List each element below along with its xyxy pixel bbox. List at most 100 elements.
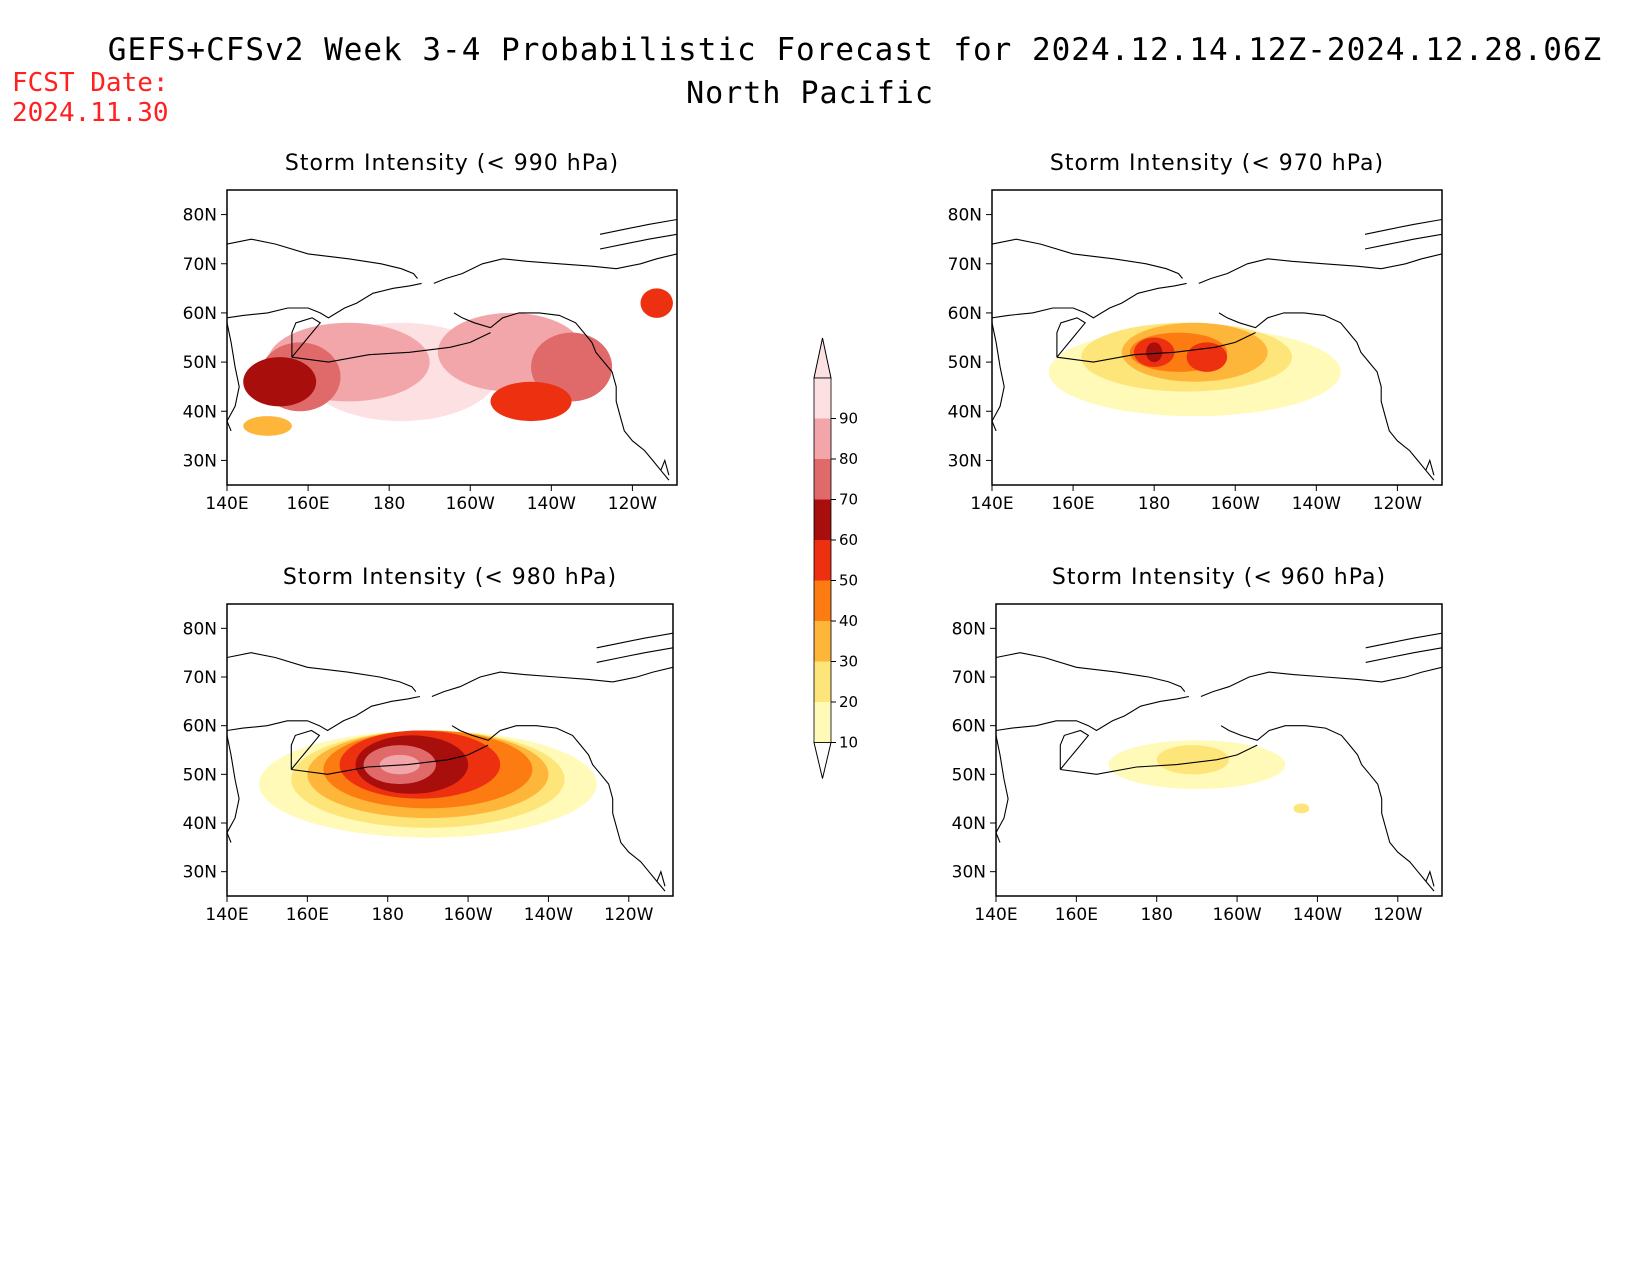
coastline: [1364, 233, 1442, 250]
probability-shading: [1108, 740, 1310, 814]
lat-tick-label: 60N: [183, 717, 217, 737]
panel-frame: [226, 189, 678, 486]
coastline: [433, 253, 677, 284]
map-panel-p990: Storm Intensity (< 990 hPa) 140E 160E 180 16…: [183, 151, 678, 514]
colorbar-swatch: [814, 459, 831, 500]
lon-tick-label: 180: [1140, 905, 1172, 925]
lat-tick-label: 40N: [183, 402, 217, 422]
colorbar: 10 20 30 40 50 60 70 80 90: [813, 337, 858, 779]
coastline: [996, 652, 1186, 692]
colorbar-label: 60: [839, 531, 858, 549]
colorbar-swatch: [814, 418, 831, 459]
coastline: [227, 735, 240, 843]
coastline: [451, 725, 666, 892]
lon-tick-label: 120W: [604, 905, 653, 925]
probability-shading: [1048, 322, 1341, 417]
coastline: [1056, 317, 1087, 358]
lat-tick-label: 80N: [948, 206, 982, 226]
lat-tick-label: 60N: [183, 304, 217, 324]
lat-tick-label: 30N: [183, 863, 217, 883]
lon-tick-label: 160E: [286, 905, 329, 925]
lon-tick-label: 120W: [1373, 494, 1422, 514]
lat-tick-label: 80N: [183, 206, 217, 226]
colorbar-lower-end: [813, 742, 832, 779]
panel-frame: [226, 603, 674, 897]
colorbar-swatch: [814, 499, 831, 540]
colorbar-upper-end: [813, 337, 832, 379]
colorbar-outline: [813, 377, 832, 743]
probability-contour: [1146, 342, 1163, 363]
coastline: [1365, 647, 1442, 663]
panel-title: Storm Intensity (< 980 hPa): [283, 565, 617, 590]
probability-contour: [640, 288, 673, 318]
lon-tick-label: 140W: [524, 905, 573, 925]
coastline: [227, 652, 417, 692]
coastline: [996, 695, 1190, 732]
lon-tick-label: 140W: [1293, 905, 1342, 925]
coastline: [660, 458, 670, 476]
colorbar-label: 50: [839, 572, 858, 590]
lat-tick-label: 30N: [183, 451, 217, 471]
lon-tick-label: 140E: [970, 494, 1013, 514]
lat-tick-label: 50N: [952, 765, 986, 785]
coastline-layer: [227, 218, 677, 481]
colorbar-label: 80: [839, 450, 858, 468]
coastline: [1200, 666, 1442, 698]
lat-tick-label: 70N: [183, 255, 217, 275]
lon-tick-label: 160W: [446, 494, 495, 514]
map-panel-p970: Storm Intensity (< 970 hPa) 140E 160E 180 16…: [948, 151, 1443, 514]
colorbar-label: 90: [839, 410, 858, 428]
colorbar-label: 10: [839, 734, 858, 752]
lat-tick-label: 80N: [183, 619, 217, 639]
lon-tick-label: 180: [373, 494, 405, 514]
lon-tick-label: 140E: [205, 494, 248, 514]
coastline: [227, 695, 421, 732]
lat-tick-label: 40N: [948, 402, 982, 422]
probability-contour: [490, 381, 572, 422]
lon-tick-label: 160W: [443, 905, 492, 925]
coastline: [1056, 332, 1256, 363]
map-panel-p980: Storm Intensity (< 980 hPa) 140E 160E 180 16…: [183, 565, 674, 925]
panel-title: Storm Intensity (< 970 hPa): [1050, 151, 1384, 176]
lat-tick-label: 80N: [952, 619, 986, 639]
probability-shading: [243, 288, 673, 436]
coastline: [1220, 725, 1435, 892]
coastline-layer: [992, 218, 1442, 481]
coastline: [1060, 744, 1258, 775]
lat-tick-label: 30N: [952, 863, 986, 883]
lon-tick-label: 120W: [1373, 905, 1422, 925]
lon-tick-label: 140W: [527, 494, 576, 514]
lat-tick-label: 50N: [183, 765, 217, 785]
coastline: [1365, 632, 1442, 649]
lon-tick-label: 140E: [205, 905, 248, 925]
probability-contour: [1156, 745, 1230, 775]
probability-contour: [1186, 342, 1228, 372]
colorbar-label: 30: [839, 653, 858, 671]
panel-title: Storm Intensity (< 990 hPa): [285, 151, 619, 176]
forecast-date-value: 2024.11.30: [12, 98, 169, 128]
lon-tick-label: 140E: [974, 905, 1017, 925]
lat-tick-label: 70N: [948, 255, 982, 275]
colorbar-swatch: [814, 661, 831, 702]
coastline: [992, 282, 1187, 319]
probability-contour: [243, 416, 292, 436]
lat-tick-label: 50N: [183, 353, 217, 373]
colorbar-swatch: [814, 580, 831, 621]
lon-tick-label: 160E: [286, 494, 329, 514]
coastline: [996, 735, 1009, 843]
coastline: [291, 317, 322, 358]
coastline: [291, 332, 491, 363]
lon-tick-label: 180: [1138, 494, 1170, 514]
colorbar-swatch: [814, 702, 831, 743]
coastline: [599, 233, 677, 250]
coastline: [1364, 218, 1442, 235]
lat-tick-label: 30N: [948, 451, 982, 471]
colorbar-swatch: [814, 621, 831, 662]
coastline: [1059, 729, 1090, 770]
lon-tick-label: 160E: [1051, 494, 1094, 514]
colorbar-label: 70: [839, 491, 858, 509]
coastline-layer: [227, 632, 673, 892]
lon-tick-label: 140W: [1292, 494, 1341, 514]
lon-tick-label: 180: [371, 905, 403, 925]
